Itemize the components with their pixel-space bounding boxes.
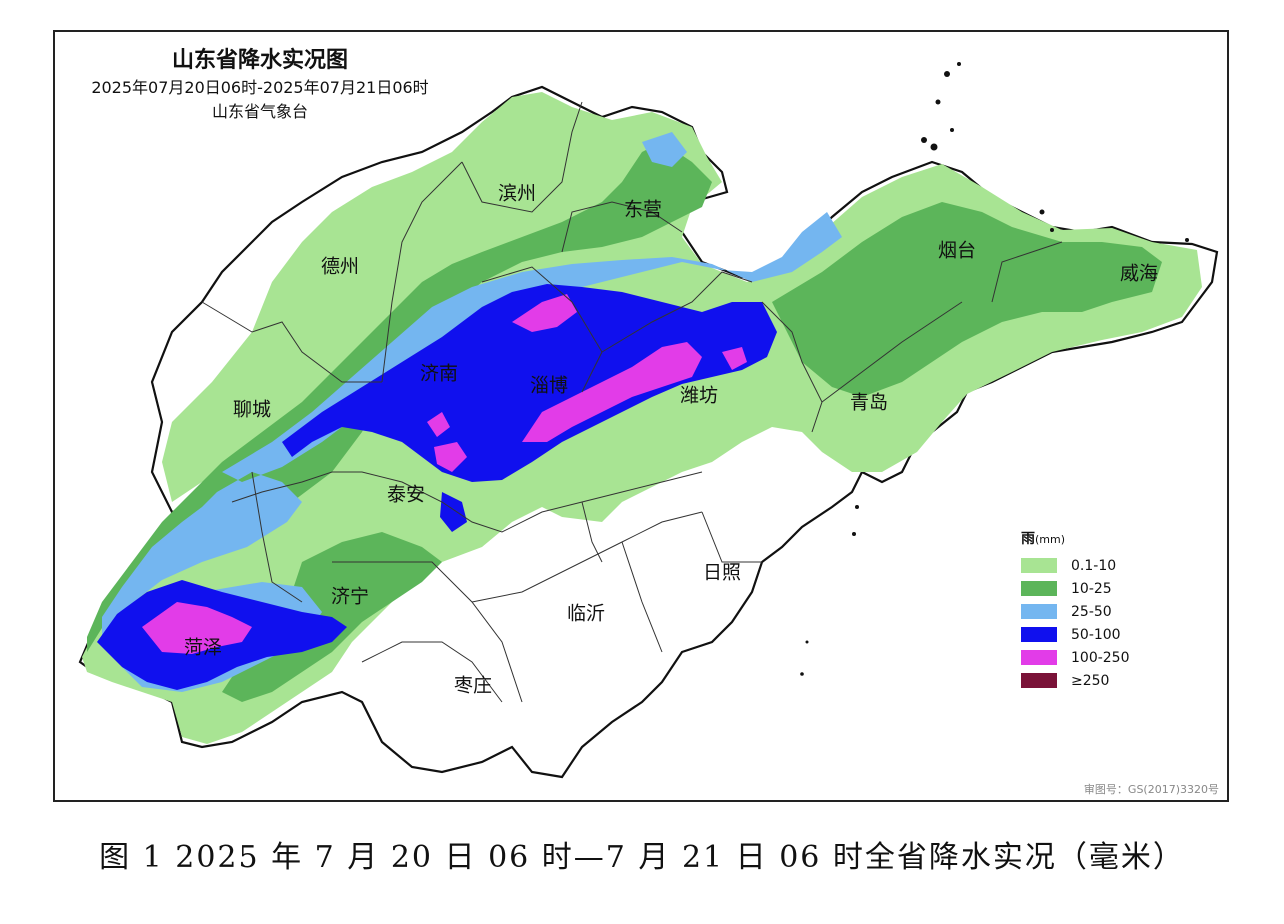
prefecture-boundaries: [201, 101, 1063, 703]
map-title-block: 山东省降水实况图 2025年07月20日06时-2025年07月21日06时 山…: [55, 46, 465, 124]
legend-label: 100-250: [1071, 649, 1130, 666]
city-label-binzhou: 滨州: [497, 182, 537, 205]
legend-item: 50-100: [1021, 623, 1171, 646]
legend-label: 10-25: [1071, 580, 1112, 597]
city-label-zibo: 淄博: [529, 374, 569, 397]
city-label-liaocheng: 聊城: [232, 398, 272, 421]
legend-item: 10-25: [1021, 577, 1171, 600]
rainfall-map: [78, 62, 1219, 779]
legend-item: 25-50: [1021, 600, 1171, 623]
city-label-jining: 济宁: [330, 585, 370, 608]
city-label-rizhao: 日照: [702, 561, 742, 584]
city-label-linyi: 临沂: [566, 602, 606, 625]
legend-swatch: [1021, 627, 1057, 642]
legend-label: 25-50: [1071, 603, 1112, 620]
map-title: 山东省降水实况图: [171, 48, 348, 73]
city-label-yantai: 烟台: [937, 239, 977, 262]
city-label-weifang: 潍坊: [679, 384, 719, 407]
city-label-jinan: 济南: [419, 362, 459, 385]
approval-number: 审图号：GS(2017)3320号: [1083, 783, 1219, 796]
city-label-taian: 泰安: [386, 483, 426, 506]
map-issuer: 山东省气象台: [211, 102, 308, 121]
legend-swatch: [1021, 604, 1057, 619]
legend-label: ≥250: [1071, 672, 1110, 689]
figure-caption: 图 1 2025 年 7 月 20 日 06 时—7 月 21 日 06 时全省…: [99, 840, 1185, 875]
legend-label: 50-100: [1071, 626, 1121, 643]
legend-swatch: [1021, 673, 1057, 688]
legend-item: ≥250: [1021, 669, 1171, 692]
legend-item: 0.1-10: [1021, 554, 1171, 577]
city-label-dongying: 东营: [623, 198, 663, 221]
islands: [800, 62, 1189, 676]
city-label-qingdao: 青岛: [849, 391, 889, 414]
legend-swatch: [1021, 581, 1057, 596]
map-frame: 山东省降水实况图 2025年07月20日06时-2025年07月21日06时 山…: [53, 30, 1229, 802]
city-label-dezhou: 德州: [320, 255, 360, 278]
legend-item: 100-250: [1021, 646, 1171, 669]
legend: 雨(mm) 0.1-10 10-25 25-50 50-100 100-250 …: [1021, 528, 1171, 692]
legend-title: 雨(mm): [1021, 531, 1066, 547]
rain-zone-100-250: [142, 294, 747, 654]
legend-swatch: [1021, 558, 1057, 573]
city-label-heze: 菏泽: [183, 636, 223, 659]
map-period: 2025年07月20日06时-2025年07月21日06时: [91, 78, 429, 97]
city-label-zaozhuang: 枣庄: [453, 674, 493, 697]
legend-swatch: [1021, 650, 1057, 665]
legend-label: 0.1-10: [1071, 557, 1117, 574]
city-label-weihai: 威海: [1119, 262, 1159, 285]
